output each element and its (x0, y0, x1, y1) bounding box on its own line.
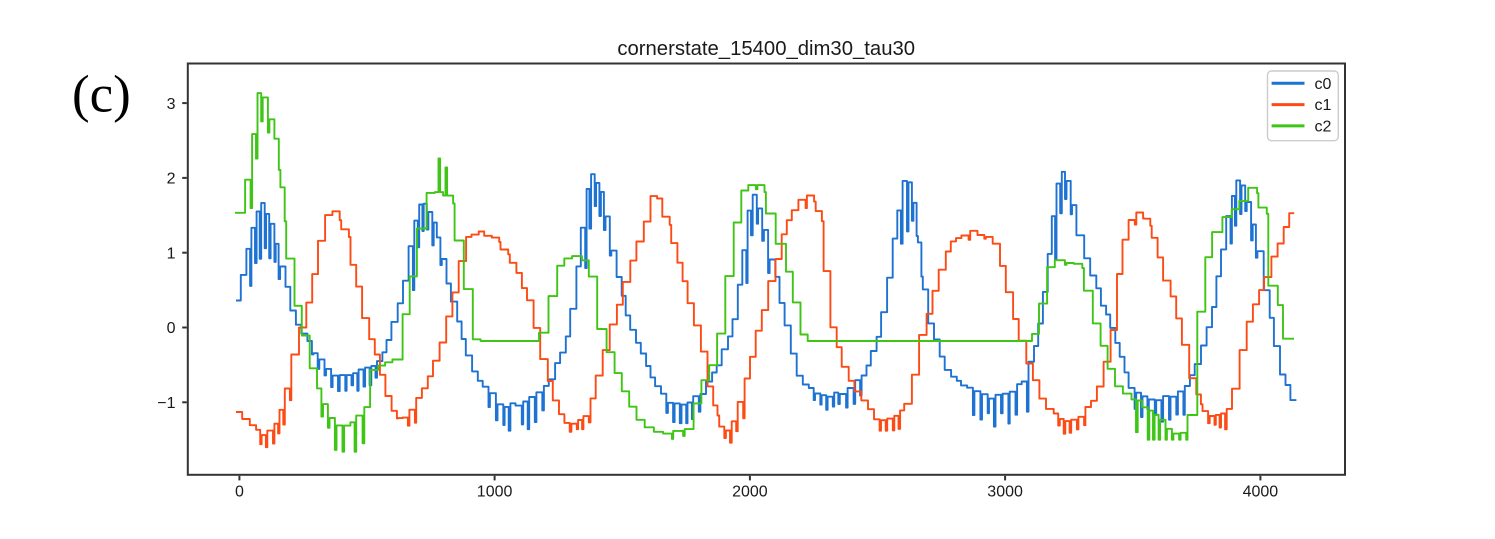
svg-text:1000: 1000 (477, 484, 513, 501)
svg-text:−1: −1 (157, 395, 175, 412)
svg-text:c1: c1 (1315, 97, 1332, 114)
svg-text:2000: 2000 (732, 484, 768, 501)
svg-text:0: 0 (167, 320, 176, 337)
svg-text:3: 3 (167, 96, 176, 113)
svg-text:(c): (c) (72, 66, 131, 124)
svg-text:cornerstate_15400_dim30_tau30: cornerstate_15400_dim30_tau30 (617, 38, 915, 60)
svg-text:1: 1 (167, 245, 176, 262)
svg-text:0: 0 (235, 484, 244, 501)
svg-text:2: 2 (167, 171, 176, 188)
svg-text:3000: 3000 (987, 484, 1023, 501)
svg-text:c2: c2 (1315, 119, 1332, 136)
svg-text:4000: 4000 (1243, 484, 1279, 501)
svg-text:c0: c0 (1315, 76, 1332, 93)
